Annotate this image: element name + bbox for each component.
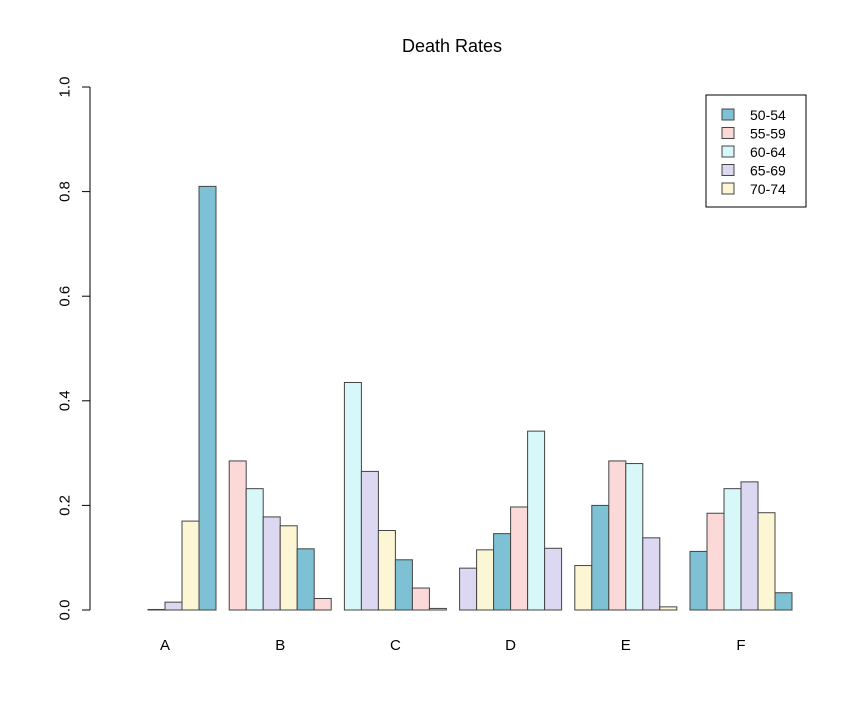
x-tick-label-C: C	[390, 637, 401, 654]
legend-swatch-55-59	[721, 127, 735, 139]
bar-D-3	[493, 533, 512, 611]
bar-E-6	[659, 606, 678, 611]
bar-F-3	[723, 488, 742, 611]
bar-E-3	[608, 460, 627, 611]
bar-E-5	[642, 537, 661, 611]
legend-label-65-69: 65-69	[750, 163, 786, 179]
bar-A-5	[181, 520, 200, 611]
bar-B-6	[313, 597, 332, 611]
legend-label-60-64: 60-64	[750, 144, 786, 160]
y-tick-label: 0.4	[57, 390, 74, 411]
bar-C-4	[394, 559, 413, 611]
bar-F-4	[740, 481, 759, 611]
bar-C-2	[360, 470, 379, 611]
bar-A-3	[147, 608, 166, 611]
bar-E-2	[591, 504, 610, 611]
bar-E-4	[625, 463, 644, 611]
y-tick-label: 1.0	[57, 77, 74, 98]
legend-swatch-65-69	[721, 164, 735, 176]
bar-F-6	[774, 592, 793, 611]
bar-F-2	[706, 512, 725, 611]
legend-label-50-54: 50-54	[750, 107, 786, 123]
legend-swatch-50-54	[721, 108, 735, 121]
x-tick-label-B: B	[275, 637, 285, 654]
bar-B-4	[279, 525, 298, 611]
y-tick-label: 0.0	[57, 600, 74, 621]
bar-D-4	[510, 506, 529, 611]
bar-D-5	[527, 430, 546, 611]
bar-D-2	[476, 549, 495, 611]
bar-F-5	[757, 512, 776, 611]
legend-label-55-59: 55-59	[750, 126, 786, 142]
legend-swatch-70-74	[721, 182, 735, 195]
y-tick-label: 0.6	[57, 286, 74, 307]
bar-B-2	[245, 488, 264, 611]
legend-label-70-74: 70-74	[750, 181, 786, 197]
bar-F-1	[689, 550, 708, 611]
bar-C-1	[343, 381, 362, 611]
bar-B-3	[262, 516, 281, 611]
bar-C-6	[428, 607, 447, 611]
legend-swatch-60-64	[721, 145, 735, 158]
bar-C-5	[411, 587, 430, 611]
chart-title: Death Rates	[402, 36, 502, 56]
x-tick-label-F: F	[736, 637, 745, 654]
bar-D-6	[544, 547, 563, 611]
y-axis: 0.0 0.2 0.4 0.6 0.8 1.0	[57, 77, 91, 621]
bar-D-1	[459, 567, 478, 611]
legend: 50-54 55-59 60-64 65-69 70-74	[705, 94, 807, 208]
x-axis-labels: A B C D E F	[160, 637, 746, 654]
x-tick-label-E: E	[621, 637, 631, 654]
bar-A-4	[164, 601, 183, 611]
y-tick-label: 0.2	[57, 495, 74, 516]
bar-E-1	[574, 565, 593, 611]
bar-B-1	[228, 460, 247, 611]
y-tick-label: 0.8	[57, 181, 74, 202]
bar-A-6	[198, 185, 217, 611]
bar-C-3	[377, 530, 396, 611]
x-tick-label-D: D	[505, 637, 516, 654]
bar-B-5	[296, 548, 315, 611]
bars	[147, 185, 793, 611]
x-tick-label-A: A	[160, 637, 170, 654]
